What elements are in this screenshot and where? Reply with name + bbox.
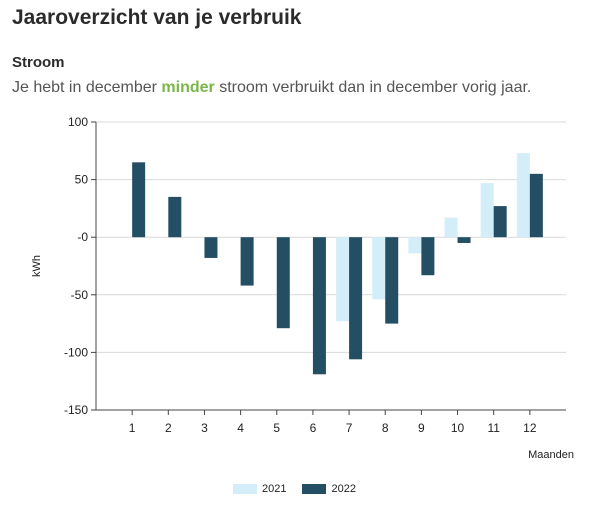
- legend-item-2022[interactable]: 2022: [302, 483, 356, 495]
- page-title: Jaaroverzicht van je verbruik: [12, 6, 302, 29]
- chart-legend: 2021 2022: [233, 483, 372, 495]
- bar-2022-8[interactable]: [385, 237, 399, 324]
- bar-2021-8[interactable]: [372, 237, 386, 300]
- x-tick-label: 10: [451, 421, 465, 435]
- y-tick-label: -100: [64, 345, 88, 359]
- y-tick-label: -150: [64, 403, 88, 417]
- bar-2021-9[interactable]: [408, 237, 422, 254]
- bar-2022-7[interactable]: [349, 237, 363, 360]
- bar-2022-2[interactable]: [168, 196, 182, 238]
- x-tick-label: 3: [201, 421, 208, 435]
- y-tick-label: -50: [71, 288, 89, 302]
- summary-text-before: Je hebt in december: [12, 79, 162, 96]
- legend-swatch-2022: [302, 484, 327, 494]
- bar-2022-4[interactable]: [240, 237, 254, 286]
- legend-label-2022: 2022: [331, 483, 356, 495]
- bar-2022-11[interactable]: [493, 206, 507, 238]
- bar-2022-6[interactable]: [312, 237, 326, 375]
- bar-2022-3[interactable]: [204, 237, 218, 258]
- bar-2022-9[interactable]: [421, 237, 435, 276]
- usage-summary: Je hebt in december minder stroom verbru…: [12, 79, 531, 97]
- y-tick-label: 50: [75, 173, 89, 187]
- section-title: Stroom: [12, 54, 65, 71]
- y-tick-label: 100: [68, 115, 88, 129]
- x-tick-label: 1: [129, 421, 136, 435]
- summary-text-after: stroom verbruikt dan in december vorig j…: [214, 79, 532, 96]
- legend-label-2021: 2021: [262, 483, 287, 495]
- x-tick-label: 5: [273, 421, 280, 435]
- bar-2021-7[interactable]: [336, 237, 350, 322]
- x-tick-label: 11: [487, 421, 500, 435]
- x-axis-title: Maanden: [528, 449, 574, 461]
- x-tick-label: 4: [237, 421, 244, 435]
- x-tick-label: 2: [165, 421, 172, 435]
- bar-2022-12[interactable]: [529, 173, 543, 238]
- x-tick-label: 8: [382, 421, 389, 435]
- x-tick-label: 6: [310, 421, 317, 435]
- x-tick-label: 7: [346, 421, 353, 435]
- bar-2022-10[interactable]: [457, 237, 471, 243]
- bar-2022-5[interactable]: [276, 237, 290, 329]
- x-tick-label: 9: [418, 421, 425, 435]
- bar-2022-1[interactable]: [132, 162, 146, 238]
- summary-highlight: minder: [161, 79, 215, 96]
- y-tick-label: -0: [77, 230, 88, 244]
- legend-swatch-2021: [233, 484, 257, 494]
- legend-item-2021[interactable]: 2021: [233, 483, 286, 495]
- bar-2021-10[interactable]: [444, 217, 458, 238]
- y-axis-title: kWh: [31, 255, 43, 277]
- bar-2021-11[interactable]: [480, 183, 494, 238]
- x-tick-label: 12: [523, 421, 537, 435]
- bar-2021-12[interactable]: [516, 153, 530, 238]
